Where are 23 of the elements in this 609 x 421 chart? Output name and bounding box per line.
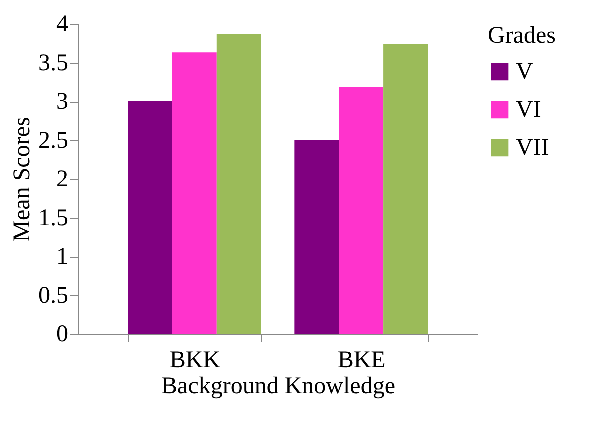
bar (172, 52, 217, 334)
y-tick-label: 1 (56, 244, 68, 270)
x-tick-label: BKK (170, 348, 222, 374)
y-tick-label: 0 (56, 322, 68, 348)
y-tick-label: 0.5 (38, 282, 68, 309)
bar (128, 102, 172, 334)
legend-label: VII (516, 135, 550, 161)
legend-label: VI (516, 97, 542, 123)
y-tick-label: 4 (56, 12, 68, 38)
bar (216, 34, 262, 334)
legend-title: Grades (488, 23, 556, 49)
y-tick-label: 3 (56, 89, 68, 115)
bar (339, 88, 384, 334)
y-tick-label: 2.5 (38, 128, 68, 154)
y-axis-title: Mean Scores (10, 117, 36, 242)
y-tick-label: 1.5 (38, 205, 68, 232)
x-axis-title: Background Knowledge (162, 374, 396, 400)
x-tick-label: BKE (338, 348, 386, 374)
legend-label: V (516, 59, 534, 85)
bar (294, 140, 340, 334)
y-tick-label: 3.5 (38, 50, 68, 76)
y-tick-label: 2 (56, 166, 68, 192)
bar (384, 44, 428, 334)
